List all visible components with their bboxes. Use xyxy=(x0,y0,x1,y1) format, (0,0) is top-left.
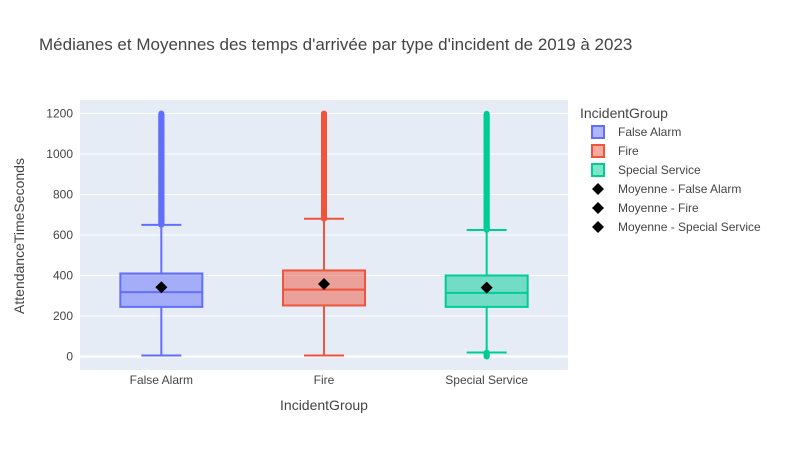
outlier-point xyxy=(321,110,327,117)
legend-label: Moyenne - Special Service xyxy=(618,220,761,234)
mean-marker[interactable] xyxy=(480,281,493,294)
mean-markers xyxy=(155,278,493,294)
legend-item[interactable]: Moyenne - Fire xyxy=(592,201,699,215)
legend-title: IncidentGroup xyxy=(580,105,668,121)
y-tick-label: 800 xyxy=(53,188,73,202)
outlier-point xyxy=(483,110,490,117)
y-tick-label: 200 xyxy=(53,309,73,323)
legend-item[interactable]: Fire xyxy=(591,144,639,158)
outlier-point xyxy=(158,110,165,117)
x-tick-label: Fire xyxy=(314,373,335,387)
x-tick-label: False Alarm xyxy=(130,373,193,387)
y-tick-label: 1200 xyxy=(46,107,73,121)
legend-diamond xyxy=(592,202,604,214)
y-axis-title: AttendanceTimeSeconds xyxy=(11,158,27,314)
legend-label: Special Service xyxy=(618,163,701,177)
legend-label: Moyenne - False Alarm xyxy=(618,182,741,196)
legend-label: False Alarm xyxy=(618,125,681,139)
mean-marker[interactable] xyxy=(155,281,168,294)
y-tick-label: 1000 xyxy=(46,147,73,161)
legend-diamond xyxy=(592,221,604,233)
mean-marker[interactable] xyxy=(318,278,330,291)
x-axis-title: IncidentGroup xyxy=(280,397,368,413)
y-tick-labels: 0 200 400 600 800 1000 1200 xyxy=(46,107,73,364)
y-tick-label: 600 xyxy=(53,228,73,242)
x-tick-labels: False Alarm Fire Special Service xyxy=(130,373,529,387)
legend-swatch xyxy=(591,144,605,158)
legend-item[interactable]: Moyenne - Special Service xyxy=(592,220,761,234)
y-tick-label: 0 xyxy=(66,350,73,364)
legend-diamond xyxy=(592,183,604,195)
legend-swatch xyxy=(591,125,605,139)
chart-title: Médianes et Moyennes des temps d'arrivée… xyxy=(39,35,632,54)
legend-item[interactable]: False Alarm xyxy=(591,125,681,139)
legend[interactable]: IncidentGroup False Alarm Fire Special Ser… xyxy=(580,105,761,234)
x-tick-label: Special Service xyxy=(445,373,528,387)
legend-label: Fire xyxy=(618,144,639,158)
y-tick-label: 400 xyxy=(53,269,73,283)
legend-label: Moyenne - Fire xyxy=(618,201,699,215)
box-false-alarm[interactable] xyxy=(119,110,204,357)
legend-item[interactable]: Special Service xyxy=(591,163,701,177)
legend-item[interactable]: Moyenne - False Alarm xyxy=(592,182,741,196)
legend-swatch xyxy=(591,163,605,177)
box-series xyxy=(119,110,529,360)
